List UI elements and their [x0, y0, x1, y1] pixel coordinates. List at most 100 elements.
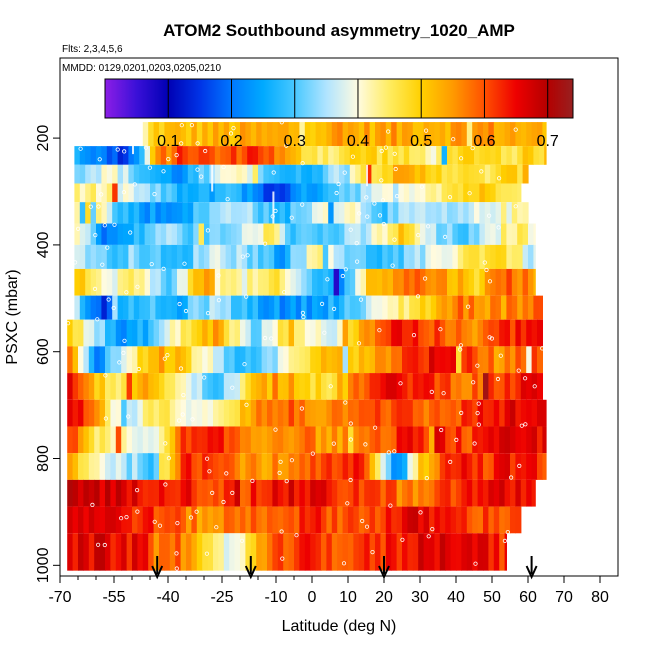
heat-cell [412, 426, 419, 454]
heat-cell [490, 268, 497, 296]
heat-cell [409, 295, 416, 320]
heat-cell [175, 506, 182, 534]
heat-cell [423, 346, 430, 374]
heat-cell [88, 399, 95, 427]
heat-cell [398, 223, 405, 245]
sample-marker [343, 400, 348, 405]
heat-cell [148, 506, 155, 534]
heat-cell [452, 295, 459, 320]
heat-cell [371, 164, 378, 184]
heat-cell [493, 319, 500, 347]
heat-cell [202, 373, 209, 400]
sample-marker [394, 194, 400, 199]
heat-cell [240, 506, 246, 534]
heat-cell [186, 399, 192, 427]
heat-cell [412, 399, 419, 427]
heat-cell [304, 399, 311, 427]
heat-cell [196, 506, 203, 534]
heat-cell [132, 533, 138, 571]
heat-cell [414, 223, 421, 245]
heat-cell [148, 319, 155, 347]
heat-cell [506, 164, 513, 184]
heat-cell [436, 202, 443, 224]
heat-cell [376, 295, 383, 320]
heat-cell [312, 183, 318, 203]
heat-cell [240, 346, 246, 374]
heat-cell [398, 268, 405, 296]
heat-cell [472, 319, 479, 347]
heat-cell [128, 295, 135, 320]
heat-cell [126, 399, 133, 427]
heat-cell [90, 202, 97, 224]
heat-cell [461, 426, 468, 454]
heat-cell [204, 202, 210, 224]
heat-cell [434, 319, 441, 347]
heat-cell [510, 346, 516, 374]
heat-cell [169, 346, 176, 374]
heat-cell [229, 453, 236, 480]
heat-cell [429, 399, 435, 427]
heat-cell [234, 533, 241, 571]
heat-cell [472, 373, 479, 400]
heat-cell [466, 346, 473, 374]
heat-cell [499, 319, 506, 347]
heat-cell [483, 426, 489, 454]
heat-cell [301, 183, 308, 203]
heat-cell [387, 244, 394, 269]
sample-marker [112, 222, 117, 227]
heat-cell [474, 268, 480, 296]
sample-marker [487, 335, 492, 340]
heat-cell [511, 164, 518, 184]
heat-cell [463, 244, 470, 269]
sample-marker [111, 305, 116, 311]
heat-cell [333, 223, 340, 245]
heat-cell [261, 506, 268, 534]
sample-marker [505, 529, 510, 535]
heat-cell [452, 223, 459, 245]
heat-cell [137, 453, 144, 480]
heat-cell [396, 426, 403, 454]
heat-cell [380, 479, 387, 507]
heat-cell [441, 183, 448, 203]
heat-cell [393, 268, 399, 296]
heat-cell [85, 146, 92, 165]
sample-marker [216, 297, 221, 303]
heat-cell [220, 223, 227, 245]
heat-cell [506, 268, 513, 296]
heat-cell [301, 295, 308, 320]
heat-cell [477, 319, 484, 347]
heat-cell [180, 453, 187, 480]
heat-cell [364, 506, 371, 534]
heat-cell [326, 122, 333, 147]
heat-cell [306, 268, 313, 296]
heat-cell [385, 373, 392, 400]
heat-cell [101, 183, 108, 203]
heat-cell [223, 346, 230, 374]
heat-layer [67, 479, 536, 507]
sample-marker [161, 169, 166, 174]
heat-cell [258, 164, 264, 184]
heat-cell [333, 146, 340, 165]
heat-cell [225, 223, 232, 245]
heat-cell [531, 319, 538, 347]
sample-marker [194, 509, 199, 514]
heat-cell [339, 164, 345, 184]
heat-cell [272, 399, 279, 427]
heat-cell [506, 244, 513, 269]
heat-cell [382, 295, 389, 320]
heat-cell [180, 426, 187, 454]
heat-cell [490, 244, 497, 269]
heat-cell [315, 122, 322, 147]
heat-cell [317, 164, 324, 184]
heat-cell [385, 399, 392, 427]
heat-cell [78, 346, 84, 374]
heat-cell [515, 426, 522, 454]
heat-cell [429, 533, 435, 571]
heat-cell [132, 479, 138, 507]
heat-cell [236, 223, 243, 245]
heat-cell [391, 346, 398, 374]
sample-marker [372, 201, 377, 206]
heat-cell [218, 319, 225, 347]
heat-cell [198, 164, 205, 184]
heat-cell [531, 346, 538, 374]
